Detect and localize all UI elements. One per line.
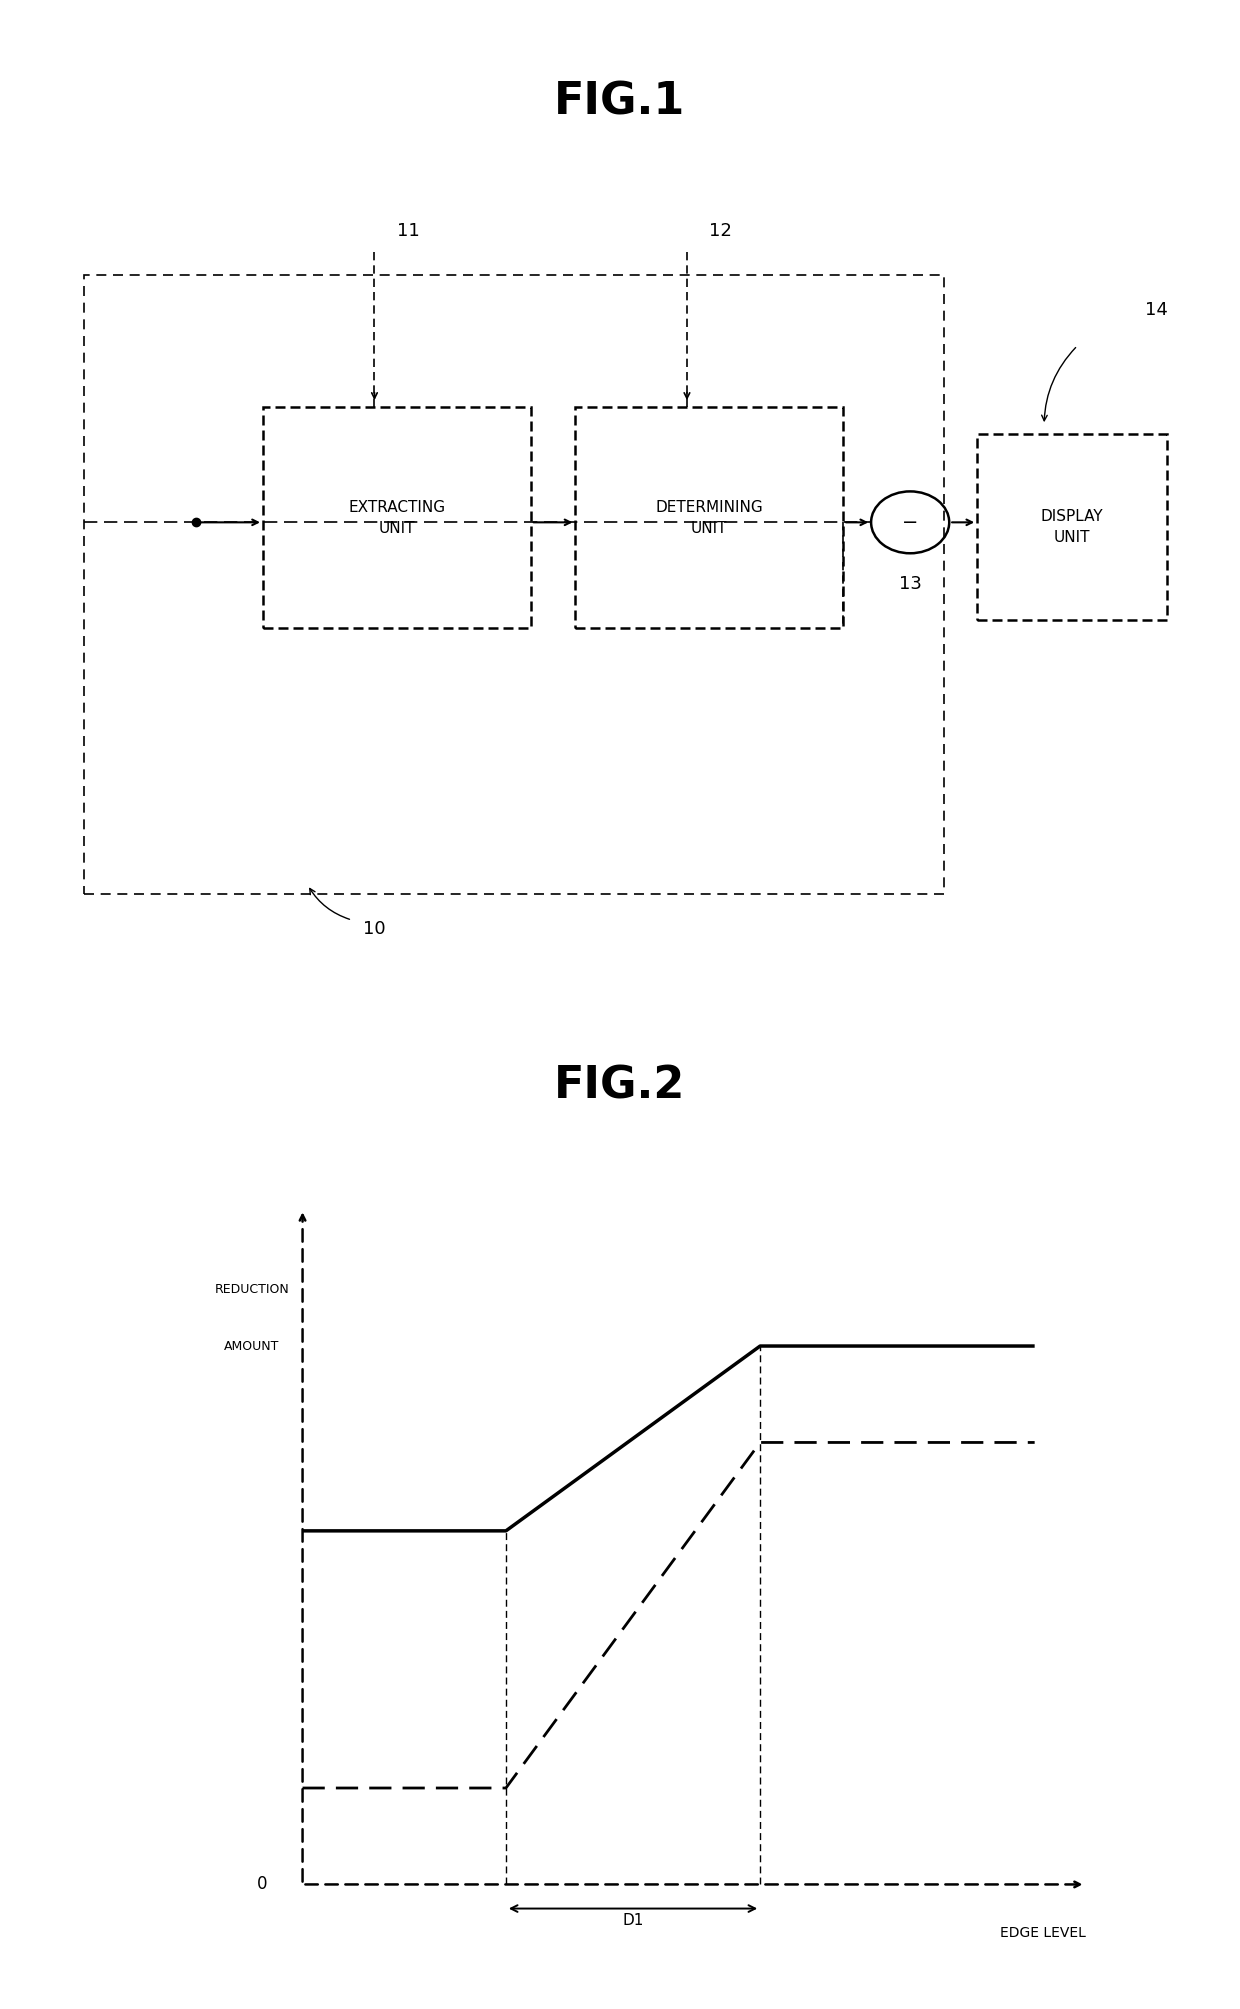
Bar xyxy=(263,408,531,629)
Text: DETERMINING
UNIT: DETERMINING UNIT xyxy=(656,500,763,536)
Text: 10: 10 xyxy=(363,920,386,938)
Text: 11: 11 xyxy=(397,221,419,239)
Text: EDGE LEVEL: EDGE LEVEL xyxy=(999,1927,1085,1939)
Bar xyxy=(977,434,1167,619)
Text: D1: D1 xyxy=(622,1913,644,1927)
Text: AMOUNT: AMOUNT xyxy=(224,1340,279,1352)
Text: DISPLAY
UNIT: DISPLAY UNIT xyxy=(1040,508,1104,544)
Text: 14: 14 xyxy=(1145,301,1167,319)
Text: 12: 12 xyxy=(709,221,732,239)
Bar xyxy=(84,275,944,894)
Text: FIG.2: FIG.2 xyxy=(554,1065,686,1107)
Text: −: − xyxy=(901,512,919,532)
Circle shape xyxy=(870,492,950,552)
Text: 0: 0 xyxy=(257,1876,267,1892)
Text: REDUCTION: REDUCTION xyxy=(215,1284,289,1296)
Bar xyxy=(575,408,843,629)
Text: FIG.1: FIG.1 xyxy=(554,80,686,123)
Text: EXTRACTING
UNIT: EXTRACTING UNIT xyxy=(348,500,445,536)
Text: 13: 13 xyxy=(899,575,921,593)
